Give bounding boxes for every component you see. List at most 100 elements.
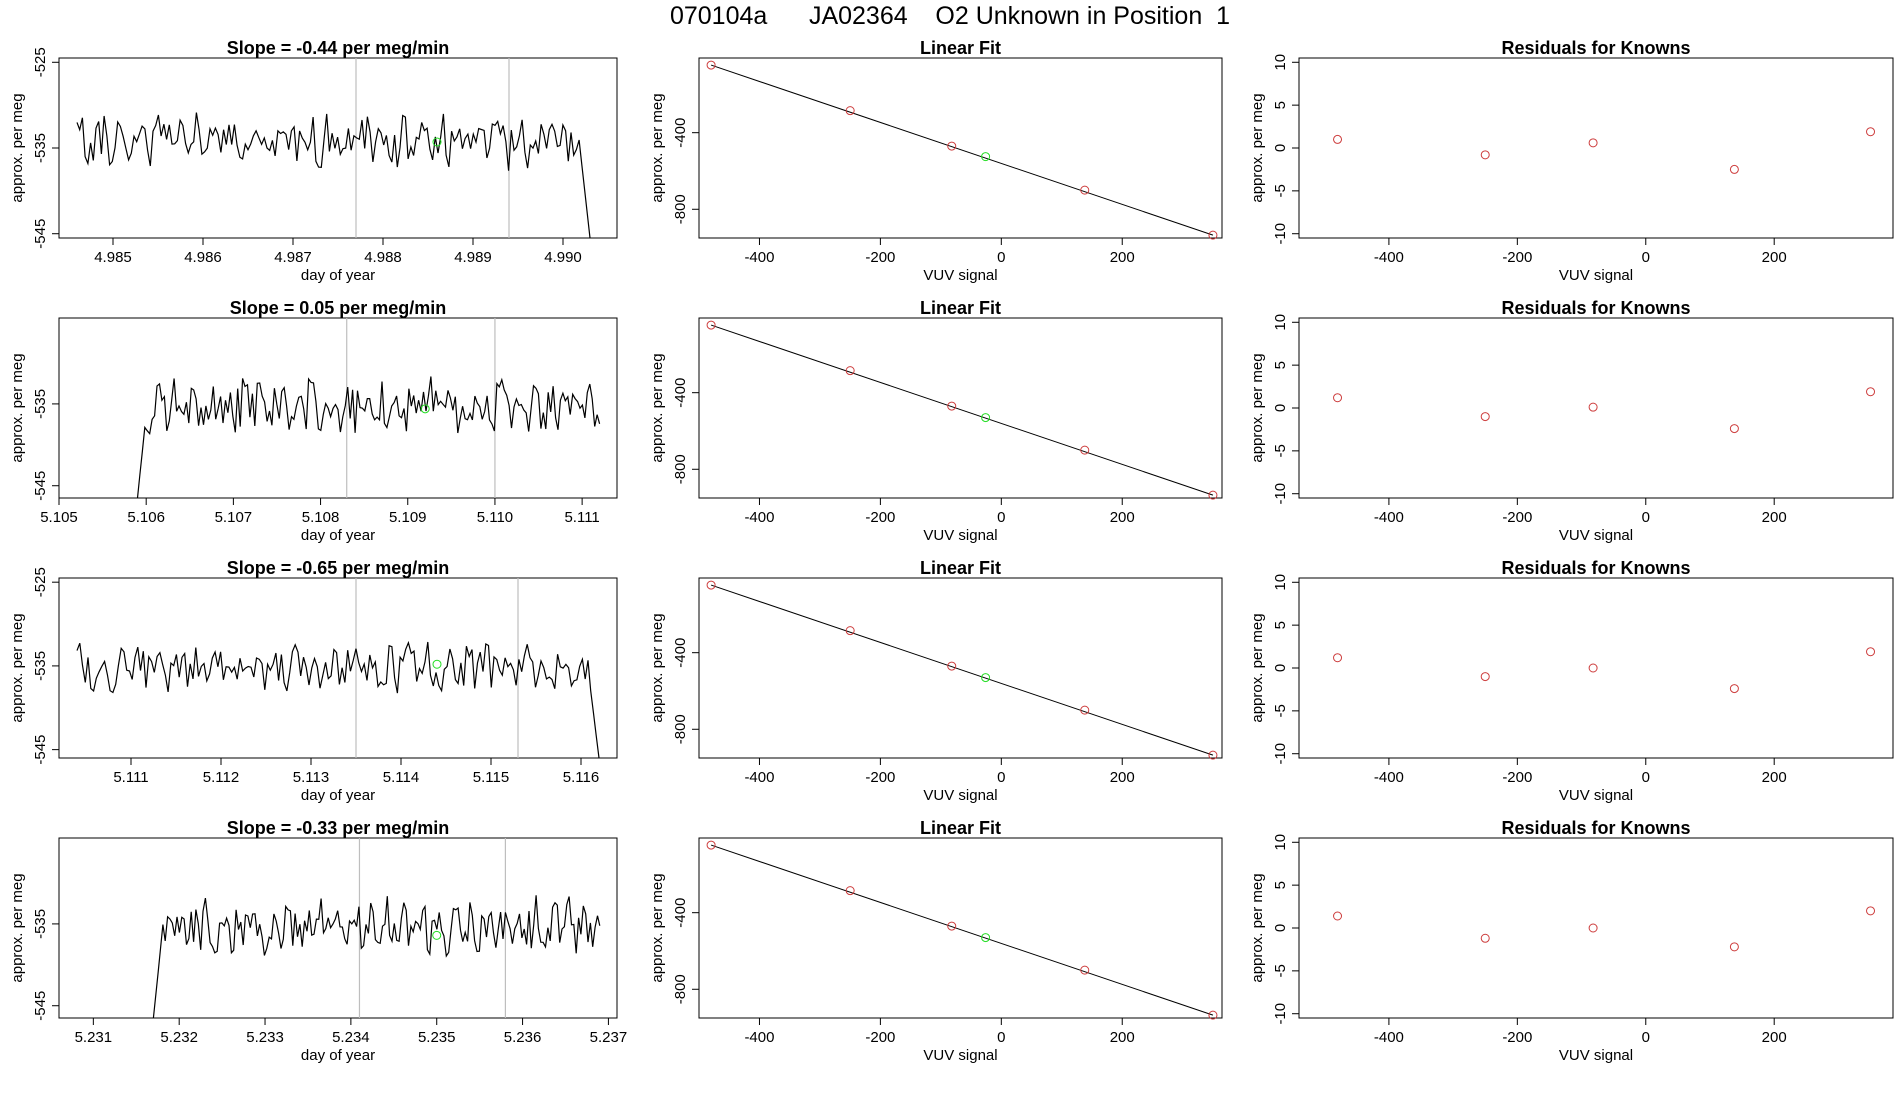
y-axis-label: approx. per meg: [1249, 613, 1266, 722]
known-point: [845, 366, 855, 376]
known-point: [1080, 445, 1090, 455]
y-tick-label: -10: [1272, 1003, 1289, 1025]
known-point: [1208, 230, 1218, 240]
x-tick-label: 4.987: [274, 249, 312, 266]
unknown-point: [981, 413, 991, 423]
x-axis-label: VUV signal: [923, 787, 997, 804]
residual-point: [1729, 684, 1739, 694]
panel-title: Residuals for Knowns: [1501, 558, 1690, 578]
x-tick-label: 200: [1762, 1029, 1787, 1046]
known-point: [1208, 490, 1218, 500]
panel-title: Residuals for Knowns: [1501, 298, 1690, 318]
x-tick-label: 5.236: [504, 1029, 542, 1046]
x-tick-label: -400: [744, 249, 774, 266]
panel-title: Slope = -0.65 per meg/min: [227, 558, 450, 578]
x-tick-label: 200: [1110, 769, 1135, 786]
x-tick-label: 200: [1110, 1029, 1135, 1046]
x-tick-label: 5.108: [302, 509, 340, 526]
x-tick-label: 5.109: [389, 509, 427, 526]
y-tick-label: 0: [1272, 144, 1289, 152]
x-tick-label: -400: [1374, 1029, 1404, 1046]
panel-title: Residuals for Knowns: [1501, 38, 1690, 58]
y-tick-label: 0: [1272, 404, 1289, 412]
residual-point: [1480, 933, 1490, 943]
y-tick-label: -400: [672, 118, 689, 148]
known-point: [706, 320, 716, 330]
residual-point: [1588, 663, 1598, 673]
x-tick-label: 5.115: [473, 769, 509, 786]
x-tick-label: -400: [744, 509, 774, 526]
y-tick-label: -545: [32, 471, 49, 501]
x-tick-label: 5.111: [564, 509, 599, 526]
residual-point: [1866, 906, 1876, 916]
y-axis-label: approx. per meg: [649, 353, 666, 462]
y-axis-label: approx. per meg: [649, 613, 666, 722]
known-point: [947, 401, 957, 411]
y-axis-label: approx. per meg: [1249, 93, 1266, 202]
x-tick-label: 0: [997, 249, 1005, 266]
x-tick-label: 0: [997, 1029, 1005, 1046]
plot-box: [1298, 837, 1894, 1019]
y-tick-label: -800: [672, 974, 689, 1004]
x-tick-label: 0: [997, 769, 1005, 786]
panel-title: Residuals for Knowns: [1501, 818, 1690, 838]
x-tick-label: 200: [1762, 509, 1787, 526]
residual-point: [1588, 923, 1598, 933]
residual-point: [1333, 393, 1343, 403]
y-tick-label: -5: [1272, 184, 1289, 197]
x-tick-label: -200: [1502, 249, 1532, 266]
y-axis-label: approx. per meg: [9, 613, 26, 722]
x-tick-label: 5.113: [293, 769, 329, 786]
y-tick-label: -535: [32, 389, 49, 419]
residual-point: [1480, 672, 1490, 682]
panel-title: Slope = -0.33 per meg/min: [227, 818, 450, 838]
x-tick-label: 5.235: [418, 1029, 456, 1046]
unknown-point-marker: [432, 930, 442, 940]
known-point: [947, 921, 957, 931]
residual-point: [1866, 387, 1876, 397]
residual-point: [1866, 647, 1876, 657]
y-tick-label: -800: [672, 194, 689, 224]
x-tick-label: -200: [865, 249, 895, 266]
y-axis-label: approx. per meg: [649, 93, 666, 202]
x-axis-label: day of year: [301, 787, 375, 804]
x-tick-label: 200: [1110, 249, 1135, 266]
y-tick-label: -400: [672, 378, 689, 408]
panel-title: Linear Fit: [920, 298, 1001, 318]
x-tick-label: 5.107: [215, 509, 253, 526]
y-tick-label: -535: [32, 133, 49, 163]
y-tick-label: -800: [672, 714, 689, 744]
x-tick-label: -200: [1502, 1029, 1532, 1046]
x-tick-label: 4.988: [364, 249, 402, 266]
plot-box: [58, 577, 618, 759]
known-point: [706, 60, 716, 70]
y-tick-label: -400: [672, 638, 689, 668]
y-tick-label: 5: [1272, 621, 1289, 629]
y-tick-label: -800: [672, 454, 689, 484]
x-tick-label: 0: [1642, 769, 1650, 786]
known-point: [947, 661, 957, 671]
residual-point: [1333, 653, 1343, 663]
panel-timeseries-1: Slope = -0.44 per meg/min 4.985 4.986 4.987…: [9, 38, 618, 284]
x-tick-label: 5.106: [127, 509, 165, 526]
y-tick-label: -525: [32, 567, 49, 597]
panel-title: Linear Fit: [920, 38, 1001, 58]
x-tick-label: 200: [1110, 509, 1135, 526]
x-tick-label: -400: [744, 1029, 774, 1046]
x-tick-label: -400: [1374, 509, 1404, 526]
residual-point: [1480, 150, 1490, 160]
y-axis-label: approx. per meg: [9, 873, 26, 982]
residual-point: [1588, 138, 1598, 148]
x-tick-label: -400: [1374, 769, 1404, 786]
x-tick-label: 5.116: [563, 769, 599, 786]
residual-point: [1866, 127, 1876, 137]
y-tick-label: 5: [1272, 101, 1289, 109]
y-tick-label: -5: [1272, 704, 1289, 717]
figure-title: 070104a JA02364 O2 Unknown in Position 1: [669, 2, 1231, 30]
plot-box: [698, 317, 1223, 499]
y-tick-label: -545: [32, 219, 49, 249]
panel-residuals-1: Residuals for Knowns -400 -200 0 200 VUV sign…: [1249, 38, 1894, 284]
panel-residuals-2: Residuals for Knowns -400 -200 0 200 VUV sign…: [1249, 298, 1894, 544]
residual-point: [1480, 412, 1490, 422]
unknown-point-marker: [432, 659, 442, 669]
